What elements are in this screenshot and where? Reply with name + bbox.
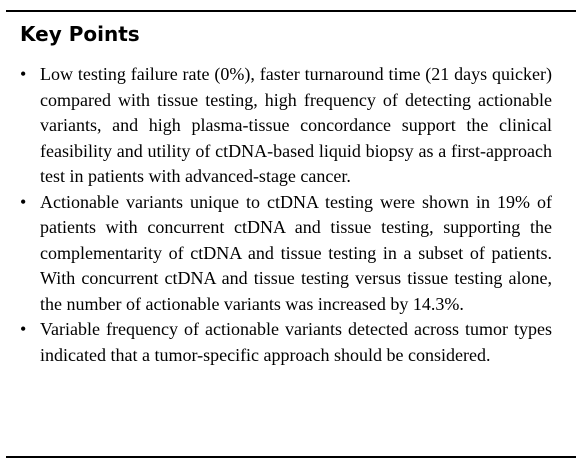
bullet-icon: • [20, 191, 27, 212]
key-point-text: Variable frequency of actionable variant… [40, 319, 552, 365]
key-points-title: Key Points [20, 22, 140, 46]
key-point-text: Actionable variants unique to ctDNA test… [40, 191, 552, 314]
key-points-list: • Low testing failure rate (0%), faster … [20, 62, 552, 368]
key-point-item: • Low testing failure rate (0%), faster … [20, 62, 552, 190]
bullet-icon: • [20, 319, 27, 339]
key-points-box: Key Points • Low testing failure rate (0… [6, 10, 576, 458]
key-point-text: Low testing failure rate (0%), faster tu… [40, 64, 552, 186]
key-point-item: • Variable frequency of actionable varia… [20, 317, 552, 368]
bullet-icon: • [20, 64, 27, 84]
key-point-item: • Actionable variants unique to ctDNA te… [20, 190, 552, 318]
